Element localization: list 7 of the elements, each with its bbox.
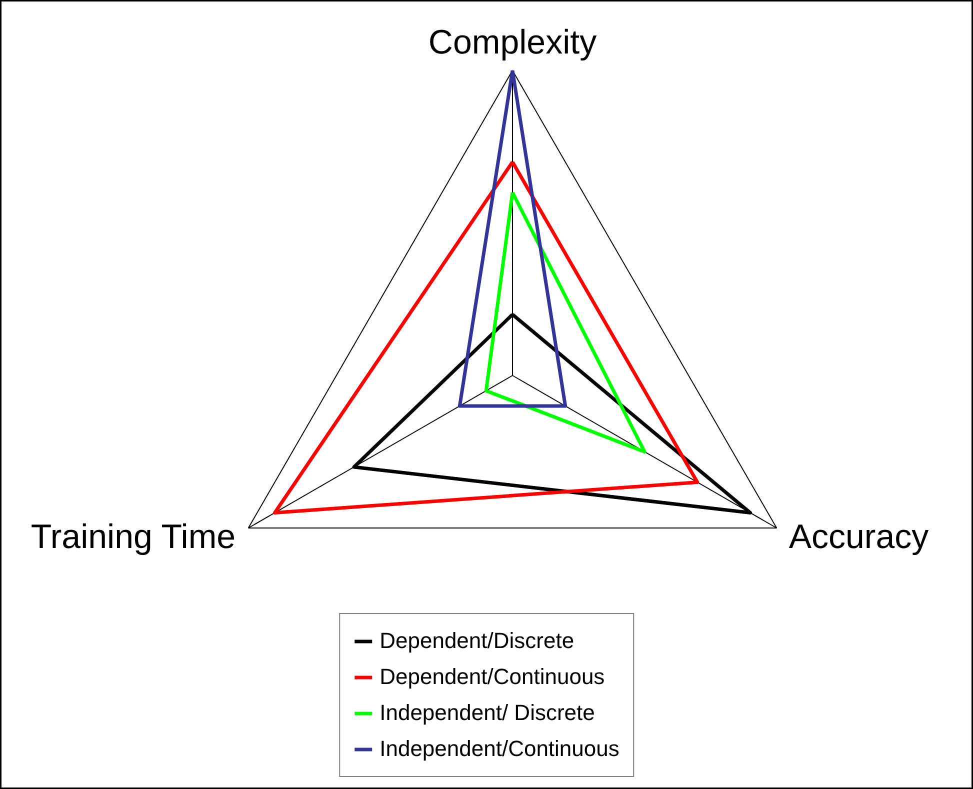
spoke-label: Accuracy [788,518,929,556]
legend-label: Independent/Continuous [380,736,620,762]
spoke-label: Complexity [428,23,597,62]
legend-label: Dependent/Discrete [380,628,574,654]
legend-label: Independent/ Discrete [380,700,595,726]
legend-label: Dependent/Continuous [380,664,605,690]
spoke-label: Training Time [30,518,236,556]
